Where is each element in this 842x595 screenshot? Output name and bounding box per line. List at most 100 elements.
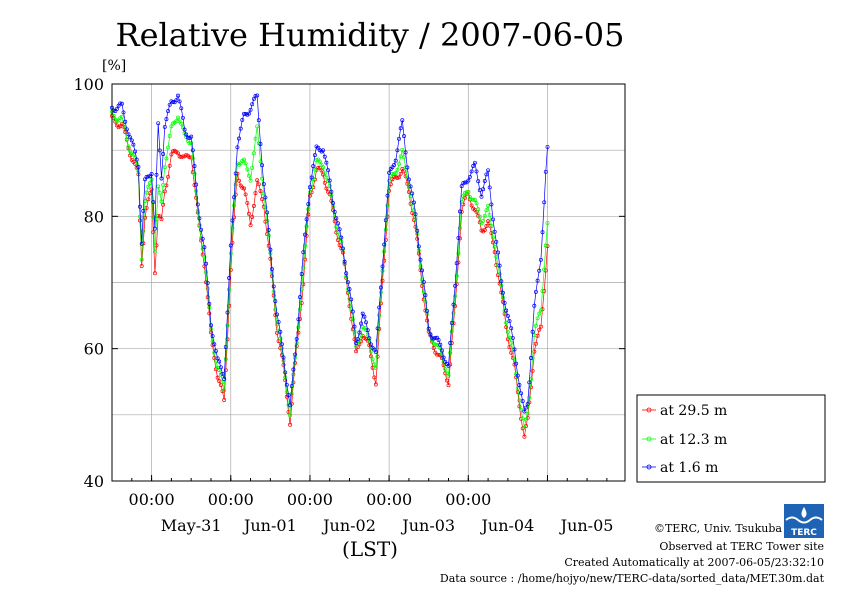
data-point: [332, 209, 337, 214]
data-point: [543, 243, 548, 248]
data-point: [228, 243, 233, 248]
data-point: [423, 293, 428, 298]
data-point: [418, 264, 423, 269]
data-point: [477, 214, 482, 219]
data-point: [271, 284, 276, 289]
data-point: [533, 323, 538, 328]
x-axis-label: (LST): [342, 537, 398, 561]
data-point: [367, 336, 372, 341]
data-point: [271, 290, 276, 295]
data-point: [369, 342, 373, 347]
data-point: [213, 348, 218, 353]
data-point: [509, 350, 514, 355]
data-point: [365, 328, 370, 333]
data-point: [114, 106, 119, 111]
data-point: [357, 330, 362, 335]
data-point: [289, 384, 294, 389]
data-point: [393, 171, 398, 176]
data-point: [405, 165, 410, 170]
data-point: [507, 319, 512, 324]
data-point: [375, 354, 380, 359]
data-point: [537, 327, 542, 332]
data-point: [248, 223, 253, 228]
data-point: [166, 109, 171, 114]
data-point: [360, 311, 365, 316]
data-point: [327, 183, 332, 188]
data-point: [176, 115, 180, 120]
data-point: [166, 174, 171, 179]
data-point: [139, 257, 144, 262]
data-point: [474, 201, 479, 206]
data-point: [248, 178, 253, 183]
copyright-text: ©TERC, Univ. Tsukuba: [654, 522, 782, 535]
data-point: [171, 100, 175, 104]
data-point: [510, 335, 515, 340]
data-point: [345, 280, 350, 285]
data-point: [545, 144, 550, 149]
data-point: [276, 339, 281, 344]
data-point: [402, 169, 406, 174]
data-point: [491, 217, 495, 222]
data-point: [324, 175, 329, 180]
data-point: [415, 228, 420, 233]
data-point: [458, 226, 462, 231]
data-point: [225, 310, 230, 315]
data-point: [237, 136, 241, 141]
logo-wave-icon: [785, 516, 823, 524]
data-point: [299, 272, 304, 276]
data-point: [250, 165, 255, 170]
data-point: [185, 135, 190, 140]
data-point: [212, 342, 217, 347]
data-point: [258, 189, 263, 193]
data-point: [322, 180, 327, 185]
data-point: [141, 208, 146, 213]
data-point: [446, 363, 451, 368]
data-point: [413, 212, 418, 217]
data-point: [187, 155, 192, 160]
data-point: [169, 124, 174, 129]
data-point: [136, 165, 141, 169]
data-point: [512, 347, 517, 352]
data-point: [441, 355, 446, 360]
data-point: [128, 148, 133, 153]
series-at-1-6-m: [110, 93, 550, 414]
data-point: [233, 182, 238, 187]
data-point: [242, 157, 246, 162]
data-point: [482, 213, 487, 218]
data-point: [522, 434, 527, 439]
data-point: [337, 227, 342, 232]
data-point: [354, 349, 359, 354]
data-point: [487, 185, 492, 190]
series-at-12-3-m: [110, 109, 550, 430]
data-point: [204, 261, 208, 266]
data-point: [278, 336, 283, 341]
data-point: [260, 197, 265, 202]
data-point: [248, 107, 253, 112]
data-point: [227, 287, 232, 292]
data-point: [451, 302, 456, 307]
data-point: [418, 257, 423, 262]
y-tick-label: 100: [73, 75, 104, 94]
data-point: [304, 217, 309, 222]
data-point: [195, 202, 200, 207]
data-point: [251, 96, 256, 101]
data-point: [347, 304, 352, 309]
data-point: [489, 224, 494, 228]
data-point: [199, 227, 204, 232]
data-point: [146, 184, 151, 189]
data-point: [253, 93, 258, 98]
data-point: [448, 350, 453, 355]
data-point: [275, 312, 279, 317]
data-point: [169, 152, 174, 157]
data-point: [466, 178, 471, 183]
data-point: [138, 214, 142, 219]
data-point: [195, 208, 200, 213]
data-point: [217, 359, 222, 364]
data-point: [342, 259, 347, 264]
data-point: [504, 308, 509, 313]
data-point: [533, 341, 538, 346]
data-point: [321, 148, 326, 153]
data-point: [535, 316, 540, 321]
data-point: [497, 263, 502, 268]
